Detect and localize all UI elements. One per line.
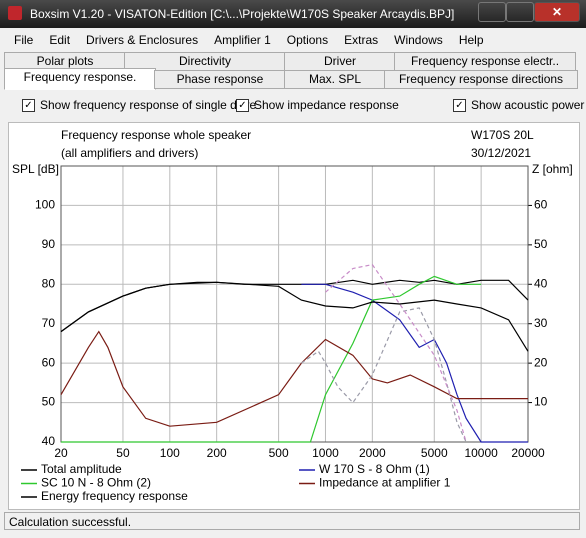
- chart-title: Frequency response whole speaker: [61, 128, 251, 142]
- x-tick-label: 20000: [511, 446, 545, 460]
- minimize-button[interactable]: [478, 2, 506, 22]
- y2-tick-label: 30: [534, 316, 548, 330]
- checkbox[interactable]: ✓: [22, 98, 35, 112]
- checkbox-label: Show acoustic power: [471, 98, 585, 112]
- legend-label: SC 10 N - 8 Ohm (2): [41, 476, 151, 490]
- y2-tick-label: 20: [534, 355, 548, 369]
- title-bar: Boxsim V1.20 - VISATON-Edition [C:\...\P…: [0, 0, 586, 28]
- x-tick-label: 1000: [312, 446, 339, 460]
- menu-item[interactable]: File: [14, 33, 34, 47]
- checkbox-label: Show frequency response of single drive: [40, 98, 257, 112]
- y-tick-label: 60: [42, 355, 56, 369]
- y2-tick-label: 10: [534, 395, 548, 409]
- checkbox-option[interactable]: ✓ Show acoustic power: [453, 98, 584, 112]
- y-tick-label: 50: [42, 395, 56, 409]
- legend-label: Impedance at amplifier 1: [319, 476, 451, 490]
- tab[interactable]: Phase response: [154, 70, 286, 89]
- menu-item[interactable]: Edit: [49, 33, 71, 47]
- chart: Frequency response whole speaker (all amp…: [12, 128, 573, 503]
- annotation: 30/12/2021: [471, 146, 531, 160]
- checkbox-option[interactable]: ✓ Show impedance response: [236, 98, 399, 112]
- chart-panel: Frequency response whole speaker (all amp…: [8, 122, 580, 510]
- menu-item[interactable]: Extras: [344, 33, 379, 47]
- x-tick-label: 200: [207, 446, 227, 460]
- x-tick-label: 50: [116, 446, 130, 460]
- x-tick-label: 2000: [359, 446, 386, 460]
- tab[interactable]: Max. SPL: [284, 70, 386, 89]
- legend-label: Total amplitude: [41, 462, 122, 476]
- y2-tick-label: 40: [534, 276, 548, 290]
- y-axis-label: SPL [dB]: [12, 162, 59, 176]
- legend-label: W 170 S - 8 Ohm (1): [319, 462, 430, 476]
- app-icon: [8, 6, 22, 20]
- y2-axis-label: Z [ohm]: [532, 162, 573, 176]
- menu-item[interactable]: Windows: [394, 33, 443, 47]
- y-tick-label: 70: [42, 316, 56, 330]
- x-tick-label: 20: [54, 446, 68, 460]
- checkbox-label: Show impedance response: [254, 98, 399, 112]
- y-tick-label: 90: [42, 237, 56, 251]
- y2-tick-label: 50: [534, 237, 548, 251]
- menu-item[interactable]: Help: [458, 33, 484, 47]
- window-title: Boxsim V1.20 - VISATON-Edition [C:\...\P…: [30, 7, 455, 21]
- maximize-button[interactable]: [506, 2, 534, 22]
- y2-tick-label: 60: [534, 198, 548, 212]
- x-tick-label: 10000: [464, 446, 498, 460]
- tab[interactable]: Directivity: [124, 52, 286, 71]
- x-tick-label: 5000: [421, 446, 448, 460]
- data-line: [301, 307, 467, 443]
- legend-label: Energy frequency response: [41, 489, 188, 503]
- tab[interactable]: Frequency response electr..: [394, 52, 576, 71]
- checkbox[interactable]: ✓: [453, 98, 466, 112]
- chart-subtitle: (all amplifiers and drivers): [61, 146, 198, 160]
- data-line: [60, 281, 529, 352]
- menu-bar: File Edit Drivers & Enclosures Amplifier 1 O…: [4, 30, 586, 50]
- checkbox[interactable]: ✓: [236, 98, 249, 112]
- tab[interactable]: Driver: [284, 52, 396, 71]
- tab[interactable]: Frequency response directions: [384, 70, 578, 89]
- close-button[interactable]: ✕: [534, 2, 580, 22]
- tab[interactable]: Frequency response.: [4, 68, 156, 90]
- x-tick-label: 500: [269, 446, 289, 460]
- status-text: Calculation successful.: [9, 515, 132, 529]
- y-tick-label: 80: [42, 276, 56, 290]
- status-bar: Calculation successful.: [4, 512, 580, 530]
- checkbox-option[interactable]: ✓ Show frequency response of single drive: [22, 98, 256, 112]
- y-tick-label: 100: [35, 198, 55, 212]
- menu-item[interactable]: Amplifier 1: [214, 33, 271, 47]
- menu-item[interactable]: Options: [286, 33, 329, 47]
- data-line: [61, 275, 482, 443]
- menu-item[interactable]: Drivers & Enclosures: [86, 33, 199, 47]
- annotation: W170S 20L: [471, 128, 534, 142]
- x-tick-label: 100: [160, 446, 180, 460]
- data-line: [301, 283, 528, 443]
- data-line: [325, 263, 467, 443]
- y-tick-label: 40: [42, 434, 56, 448]
